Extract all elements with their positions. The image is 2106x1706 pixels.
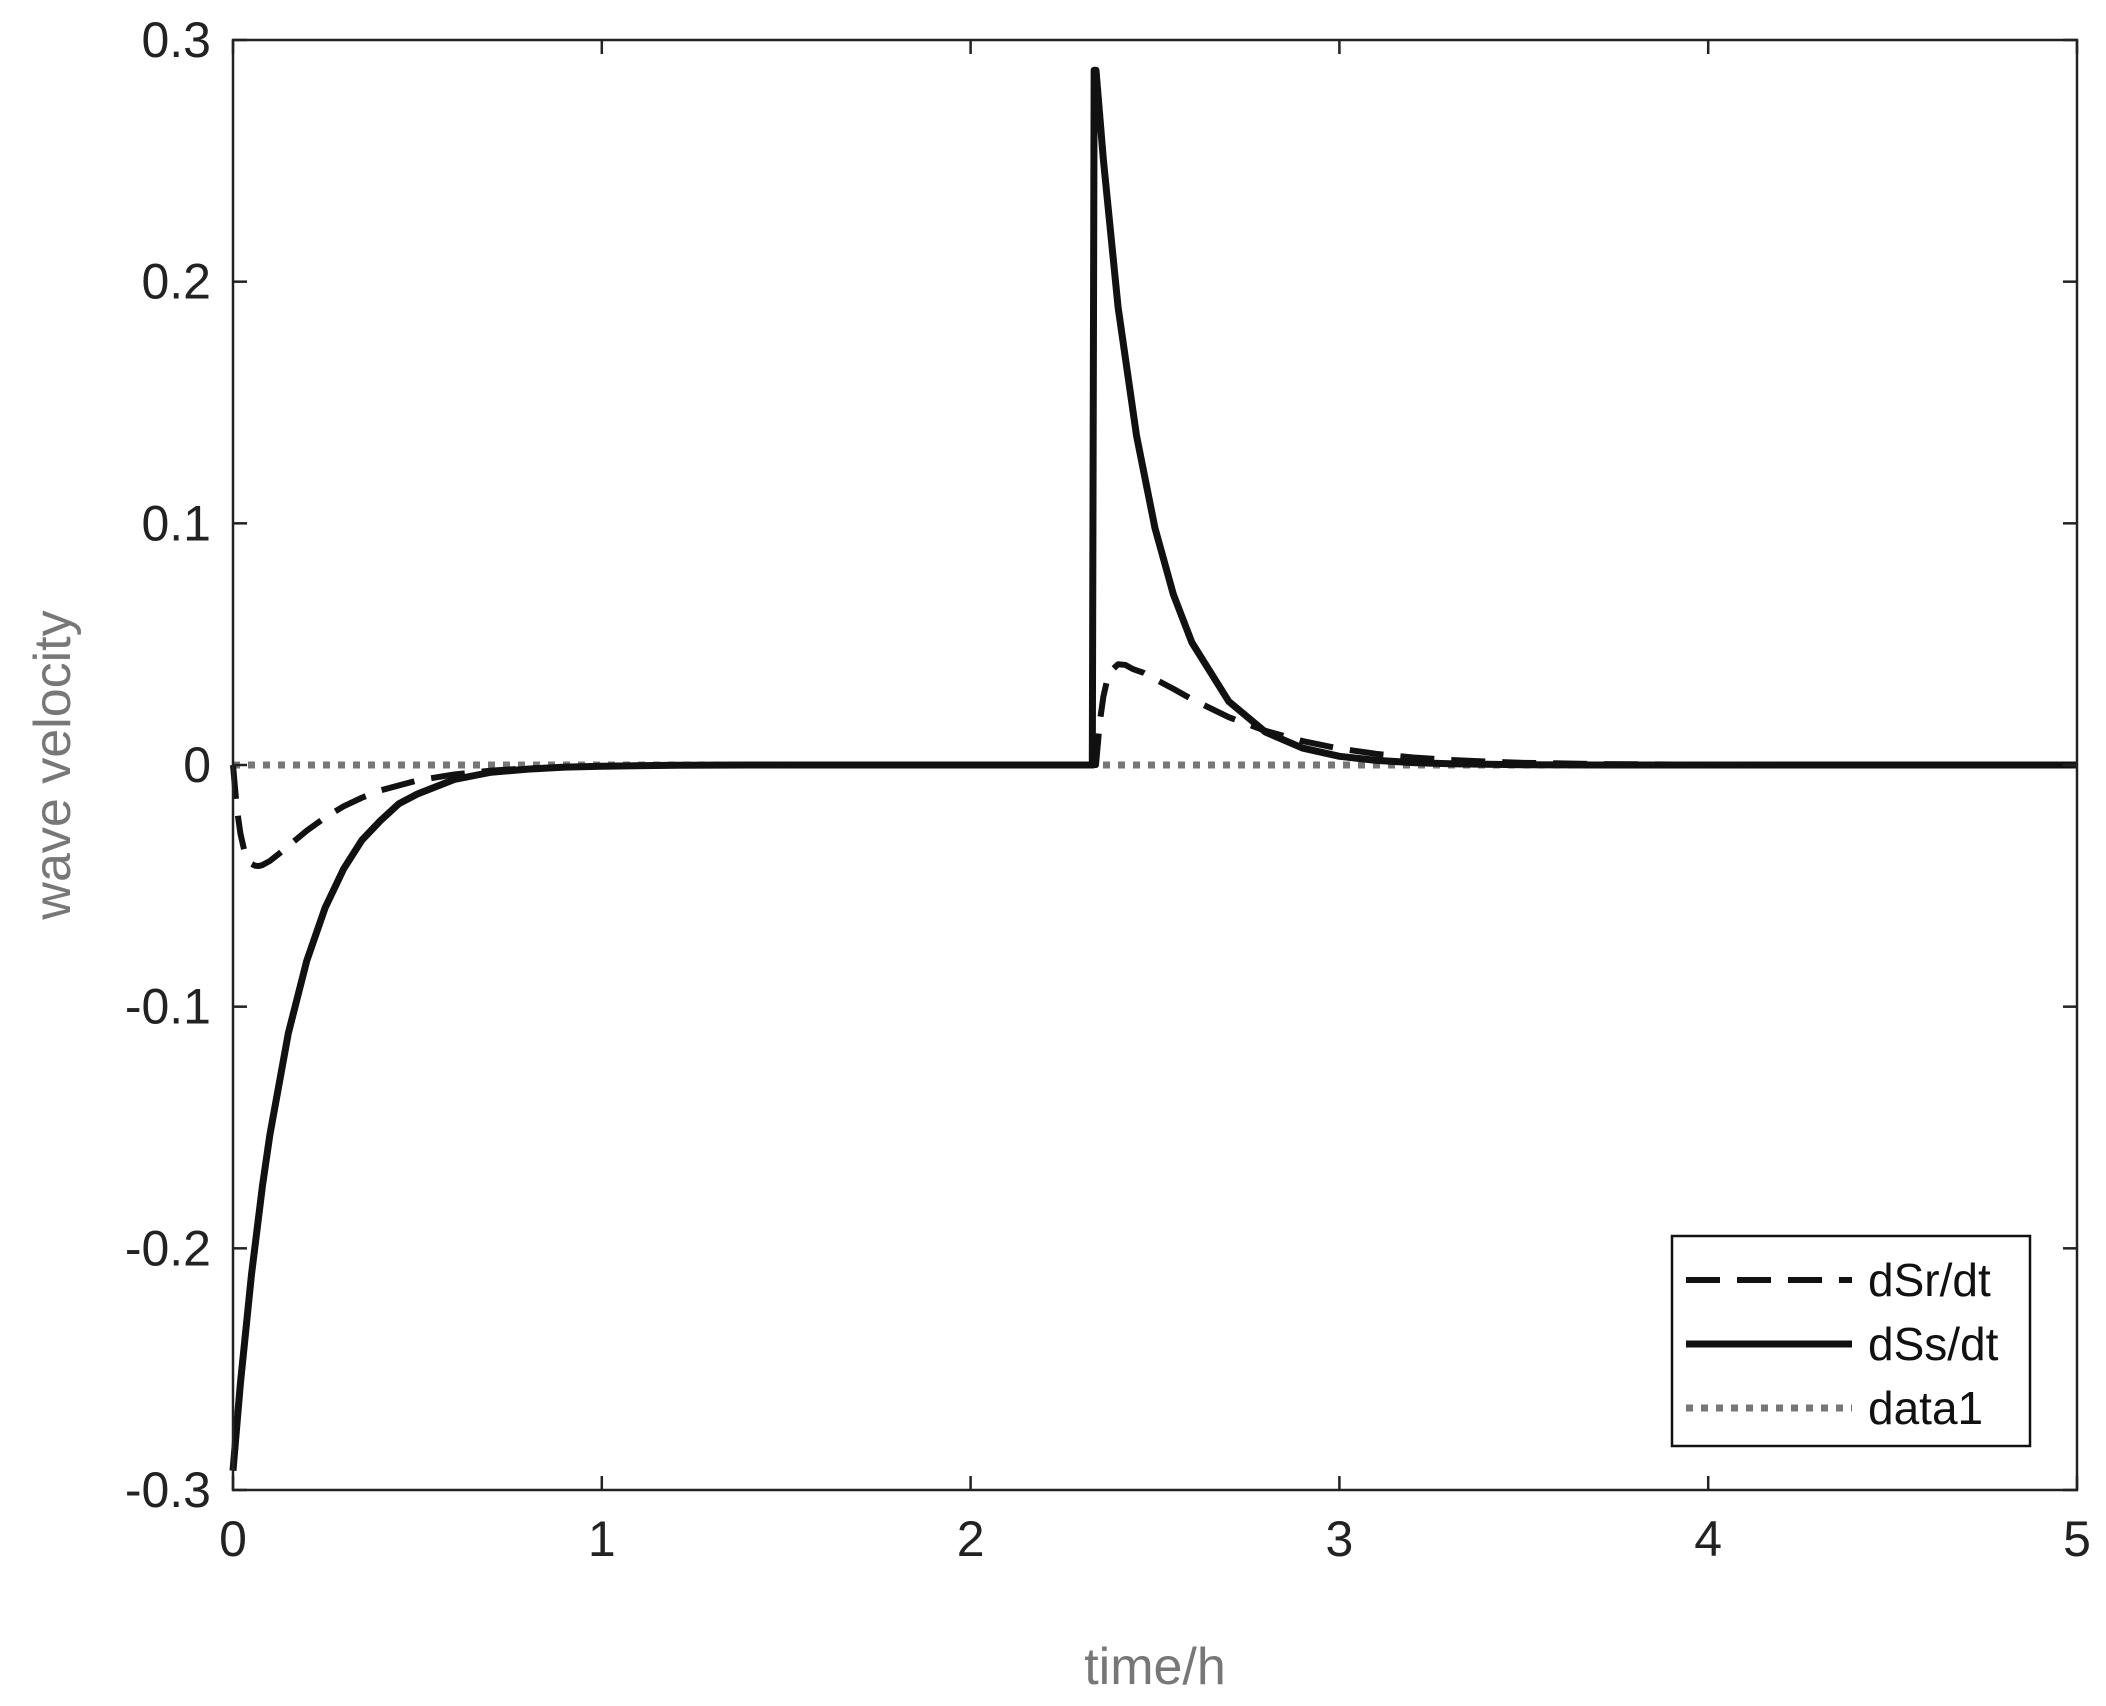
y-tick-label: -0.2 <box>125 1220 211 1276</box>
series-layer <box>229 66 2077 1471</box>
x-tick-label: 3 <box>1325 1511 1353 1567</box>
y-tick-label: -0.3 <box>125 1462 211 1518</box>
legend-label: dSs/dt <box>1868 1318 1999 1370</box>
legend-label: data1 <box>1868 1382 1983 1434</box>
y-tick-label: 0.3 <box>141 12 211 68</box>
legend: dSr/dt dSs/dt data1 <box>1670 1234 2032 1448</box>
x-axis-title: time/h <box>1084 1638 1226 1696</box>
x-tick-label: 5 <box>2063 1511 2091 1567</box>
y-tick-label: 0 <box>183 737 211 793</box>
y-tick-label: 0.2 <box>141 254 211 310</box>
legend-label: dSr/dt <box>1868 1254 1991 1306</box>
x-tick-label: 0 <box>219 1511 247 1567</box>
x-tick-label: 1 <box>588 1511 616 1567</box>
y-tick-label: 0.1 <box>141 495 211 551</box>
x-tick-label: 2 <box>957 1511 985 1567</box>
series-line-dsr-dt <box>230 661 2077 870</box>
x-tick-label: 4 <box>1694 1511 1722 1567</box>
ticks-layer: 0 1 2 3 4 5 -0.3 -0.2 -0.1 0 0.1 0.2 0.3 <box>125 12 2091 1567</box>
y-axis-title: wave velocity <box>24 610 82 920</box>
y-tick-label: -0.1 <box>125 979 211 1035</box>
